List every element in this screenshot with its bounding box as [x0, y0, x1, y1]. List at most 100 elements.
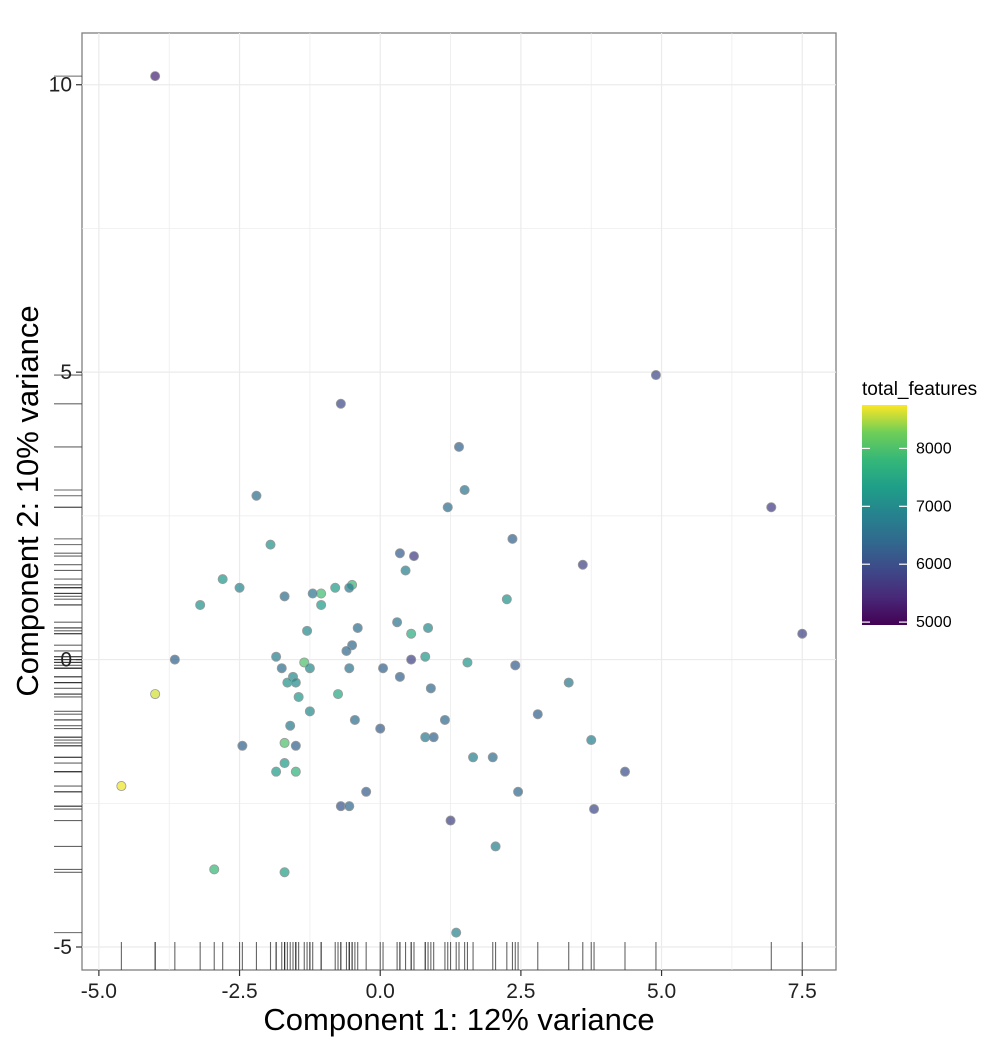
data-point — [209, 864, 220, 875]
data-point — [195, 599, 206, 610]
y-tick-label: 0 — [60, 649, 72, 672]
data-point — [442, 502, 453, 513]
data-point — [797, 628, 808, 639]
grid-lines — [82, 33, 836, 970]
data-point — [150, 689, 161, 700]
data-point — [501, 594, 512, 605]
y-axis-ticks: -5 0 5 10 — [49, 74, 82, 959]
data-point — [392, 617, 403, 628]
x-tick-label: 5.0 — [647, 980, 676, 1003]
data-point — [293, 691, 304, 702]
data-point — [352, 622, 363, 633]
data-point — [333, 689, 344, 700]
data-point — [532, 709, 543, 720]
data-point — [619, 766, 630, 777]
data-point — [279, 867, 290, 878]
data-point — [316, 588, 327, 599]
data-point — [487, 752, 498, 763]
data-point — [271, 766, 282, 777]
data-point — [408, 551, 419, 562]
data-point — [468, 752, 479, 763]
x-axis-ticks: -5.0 -2.5 0.0 2.5 5.0 7.5 — [81, 970, 817, 1003]
rug-y — [54, 75, 82, 934]
data-point — [462, 657, 473, 668]
data-point — [394, 548, 405, 559]
data-point — [406, 654, 417, 665]
data-point — [375, 723, 386, 734]
data-point — [361, 786, 372, 797]
data-point — [237, 740, 248, 751]
data-point — [766, 502, 777, 513]
data-point — [439, 714, 450, 725]
data-point — [302, 625, 313, 636]
data-point — [276, 663, 287, 674]
y-tick-label: -5 — [53, 936, 72, 959]
data-point — [341, 645, 352, 656]
data-point — [335, 801, 346, 812]
data-point — [344, 801, 355, 812]
x-axis-title: Component 1: 12% variance — [263, 1002, 654, 1037]
data-point — [453, 441, 464, 452]
data-point — [586, 735, 597, 746]
data-point — [445, 815, 456, 826]
legend-tick-label: 5000 — [916, 614, 952, 631]
data-point — [451, 927, 462, 938]
color-legend: total_features 5000 6000 7000 8000 — [862, 379, 977, 631]
data-point — [290, 677, 301, 688]
data-points — [116, 71, 808, 938]
data-point — [150, 71, 161, 82]
x-tick-label: -5.0 — [81, 980, 117, 1003]
data-point — [344, 582, 355, 593]
plot-panel — [81, 32, 837, 971]
data-point — [279, 591, 290, 602]
x-tick-label: -2.5 — [221, 980, 257, 1003]
data-point — [304, 706, 315, 717]
data-point — [282, 677, 293, 688]
x-tick-label: 0.0 — [366, 980, 395, 1003]
data-point — [330, 582, 341, 593]
data-point — [316, 599, 327, 610]
data-point — [116, 781, 127, 792]
data-point — [420, 651, 431, 662]
data-point — [423, 622, 434, 633]
data-point — [510, 660, 521, 671]
legend-colorbar — [862, 405, 907, 625]
data-point — [400, 565, 411, 576]
rug-x — [120, 942, 803, 970]
legend-tick-label: 7000 — [916, 498, 952, 515]
data-point — [420, 732, 431, 743]
data-point — [650, 370, 661, 381]
legend-tick-label: 6000 — [916, 556, 952, 573]
data-point — [285, 720, 296, 731]
data-point — [290, 766, 301, 777]
data-point — [589, 804, 600, 815]
data-point — [251, 490, 262, 501]
data-point — [490, 841, 501, 852]
data-point — [394, 671, 405, 682]
data-point — [304, 663, 315, 674]
data-point — [271, 651, 282, 662]
data-point — [279, 758, 290, 769]
data-point — [428, 732, 439, 743]
data-point — [349, 714, 360, 725]
data-point — [577, 559, 588, 570]
data-point — [307, 588, 318, 599]
data-point — [265, 539, 276, 550]
x-tick-label: 2.5 — [506, 980, 535, 1003]
data-point — [459, 485, 470, 496]
y-tick-label: 10 — [49, 74, 72, 97]
data-point — [406, 628, 417, 639]
data-point — [378, 663, 389, 674]
legend-ticks: 5000 6000 7000 8000 — [862, 440, 952, 631]
data-point — [335, 398, 346, 409]
data-point — [169, 654, 180, 665]
data-point — [290, 740, 301, 751]
y-axis-title: Component 2: 10% variance — [10, 305, 45, 696]
data-point — [234, 582, 245, 593]
data-point — [425, 683, 436, 694]
data-point — [344, 663, 355, 674]
data-point — [279, 737, 290, 748]
legend-title: total_features — [862, 379, 977, 400]
data-point — [563, 677, 574, 688]
